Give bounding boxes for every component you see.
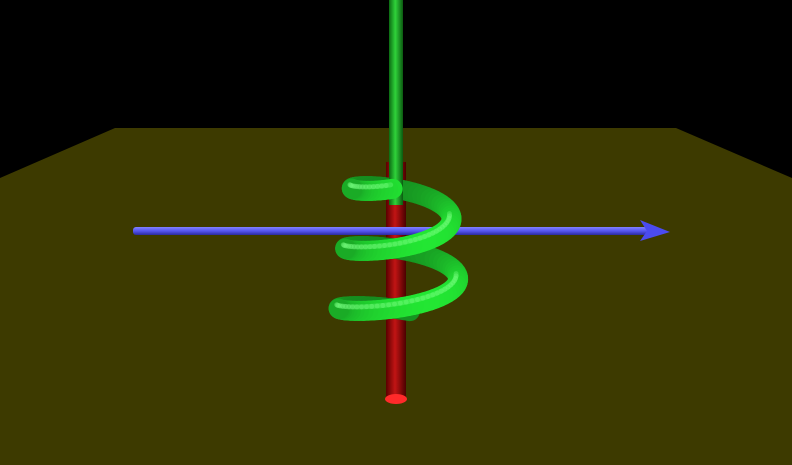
helix-highlight — [403, 298, 415, 305]
helix-highlight — [453, 273, 459, 281]
helix-highlight — [445, 282, 454, 290]
helix-highlight — [425, 292, 436, 300]
y-axis-rod — [389, 0, 403, 205]
x-axis-arrow — [133, 220, 670, 241]
helix-highlight — [438, 286, 448, 294]
helix-highlight — [374, 302, 386, 309]
helix-highlight — [397, 299, 409, 306]
helix-highlight — [450, 277, 458, 286]
helix-highlight — [442, 220, 450, 228]
helix-highlight — [439, 222, 448, 230]
helix-highlight — [412, 235, 423, 243]
helix-highlight — [444, 217, 451, 226]
helix-highlight — [379, 182, 389, 189]
helix-highlight — [376, 242, 388, 249]
helix-highlight — [402, 238, 413, 245]
helix-highlight — [387, 241, 398, 248]
helix-highlight — [391, 300, 403, 307]
z-axis-end-cap — [385, 394, 407, 404]
helix-highlight — [397, 239, 408, 246]
helix-highlight — [417, 234, 428, 241]
helix-highlight — [380, 302, 392, 308]
helix-highlight — [445, 215, 452, 223]
helix-highlight — [409, 297, 420, 304]
helix-highlight — [426, 230, 436, 238]
helix-highlight — [392, 240, 403, 247]
z-axis-rod — [385, 162, 407, 404]
helix-highlight — [437, 224, 445, 232]
helix-highlight — [452, 275, 459, 283]
helix-highlight — [433, 226, 443, 234]
helix-highlight — [430, 290, 440, 298]
helix-highlight — [383, 182, 394, 188]
helix-highlight — [382, 242, 393, 248]
helix-highlight — [430, 228, 439, 236]
helix-highlight — [407, 237, 418, 244]
helix-highlight — [386, 301, 397, 308]
helix-highlight — [414, 295, 426, 303]
helix-highlight — [420, 294, 431, 301]
helix-highlight — [434, 288, 444, 296]
helix-highlight — [442, 284, 451, 292]
helix-tube-front — [328, 178, 469, 321]
helix-highlight — [422, 232, 432, 240]
helix-highlight — [448, 280, 456, 288]
x-axis-arrowhead — [640, 220, 670, 241]
